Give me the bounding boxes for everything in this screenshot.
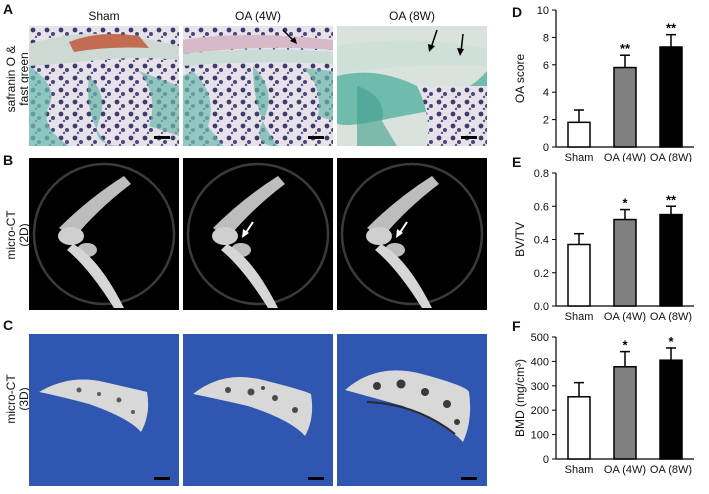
panel-label-f: F	[512, 318, 521, 334]
panel-label-d: D	[512, 4, 523, 20]
panel-label-a: A	[3, 1, 14, 17]
y-tick-label: 0.2	[534, 268, 549, 280]
y-tick-label: 200	[531, 405, 549, 417]
x-tick-label: Sham	[565, 311, 594, 322]
y-tick-label: 500	[531, 332, 549, 344]
x-tick-label: Sham	[565, 152, 594, 162]
microct-3d-oa4w	[183, 334, 333, 486]
significance-marker: **	[620, 41, 631, 56]
bar	[613, 66, 637, 148]
y-tick-label: 6	[543, 60, 549, 72]
column-title-oa8w: OA (8W)	[388, 9, 435, 23]
y-tick-label: 0.4	[534, 235, 549, 247]
y-tick-label: 0	[543, 454, 549, 466]
row-label-c: micro-CT (3D)	[4, 369, 31, 429]
y-axis-label: BMD (mg/cm³)	[513, 359, 527, 437]
significance-marker: *	[622, 338, 628, 353]
y-tick-label: 2	[543, 115, 549, 127]
chart-f-bmd: 0 100 200 300 400 500 BMD (mg/cm³) Sham * OA (4W)…	[513, 332, 694, 476]
y-tick-label: 8	[543, 32, 549, 44]
y-tick-label: 10	[537, 5, 549, 17]
bar	[567, 121, 591, 148]
arrow-icon	[430, 29, 438, 49]
panel-label-b: B	[3, 152, 14, 168]
y-tick-label: 0.8	[534, 168, 549, 180]
x-tick-label: OA (8W)	[650, 311, 692, 322]
x-tick-label: Sham	[565, 464, 594, 476]
bar	[659, 46, 683, 148]
x-tick-label: OA (8W)	[650, 152, 692, 162]
y-tick-label: 400	[531, 356, 549, 368]
x-tick-label: OA (4W)	[604, 464, 646, 476]
microct-2d-sham	[29, 158, 179, 310]
panel-label-c: C	[3, 317, 14, 333]
bar	[567, 396, 591, 460]
bar	[613, 218, 637, 307]
chart-e-bv-tv: 0.0 0.2 0.4 0.6 0.8 BV/TV Sham * OA (4W) ** OA (8W…	[513, 168, 694, 322]
y-tick-label: 4	[543, 87, 549, 99]
significance-marker: *	[622, 196, 628, 211]
column-title-sham: Sham	[88, 9, 120, 23]
y-tick-label: 0.0	[534, 301, 549, 313]
microct-3d-sham	[29, 334, 179, 486]
histology-image-oa4w	[183, 26, 333, 146]
x-tick-label: OA (4W)	[604, 152, 646, 162]
x-tick-label: OA (8W)	[650, 464, 692, 476]
y-axis-label: BV/TV	[513, 222, 527, 257]
row-label-b: micro-CT (2D)	[4, 205, 31, 265]
bar	[659, 359, 683, 460]
microct-2d-oa4w	[183, 158, 333, 310]
y-tick-label: 0.6	[534, 201, 549, 213]
microct-3d-oa8w	[337, 334, 487, 486]
significance-marker: **	[666, 192, 677, 207]
significance-marker: *	[668, 334, 674, 349]
y-tick-label: 0	[543, 142, 549, 154]
panel-label-e: E	[512, 154, 522, 170]
x-tick-label: OA (4W)	[604, 311, 646, 322]
bar	[613, 366, 637, 460]
chart-d-oa-score: 0 2 4 6 8 10 OA score Sham ** OA (4W) ** OA (8W)	[513, 5, 694, 162]
row-label-a: safranin O & fast green	[4, 39, 31, 119]
histology-image-oa8w	[337, 26, 487, 146]
y-tick-label: 100	[531, 430, 549, 442]
microct-2d-oa8w	[337, 158, 487, 310]
histology-image-sham	[29, 26, 179, 146]
bar	[659, 213, 683, 307]
y-tick-label: 300	[531, 381, 549, 393]
significance-marker: **	[666, 21, 677, 36]
bar	[567, 243, 591, 307]
column-title-oa4w: OA (4W)	[234, 9, 281, 23]
y-axis-label: OA score	[513, 54, 527, 104]
